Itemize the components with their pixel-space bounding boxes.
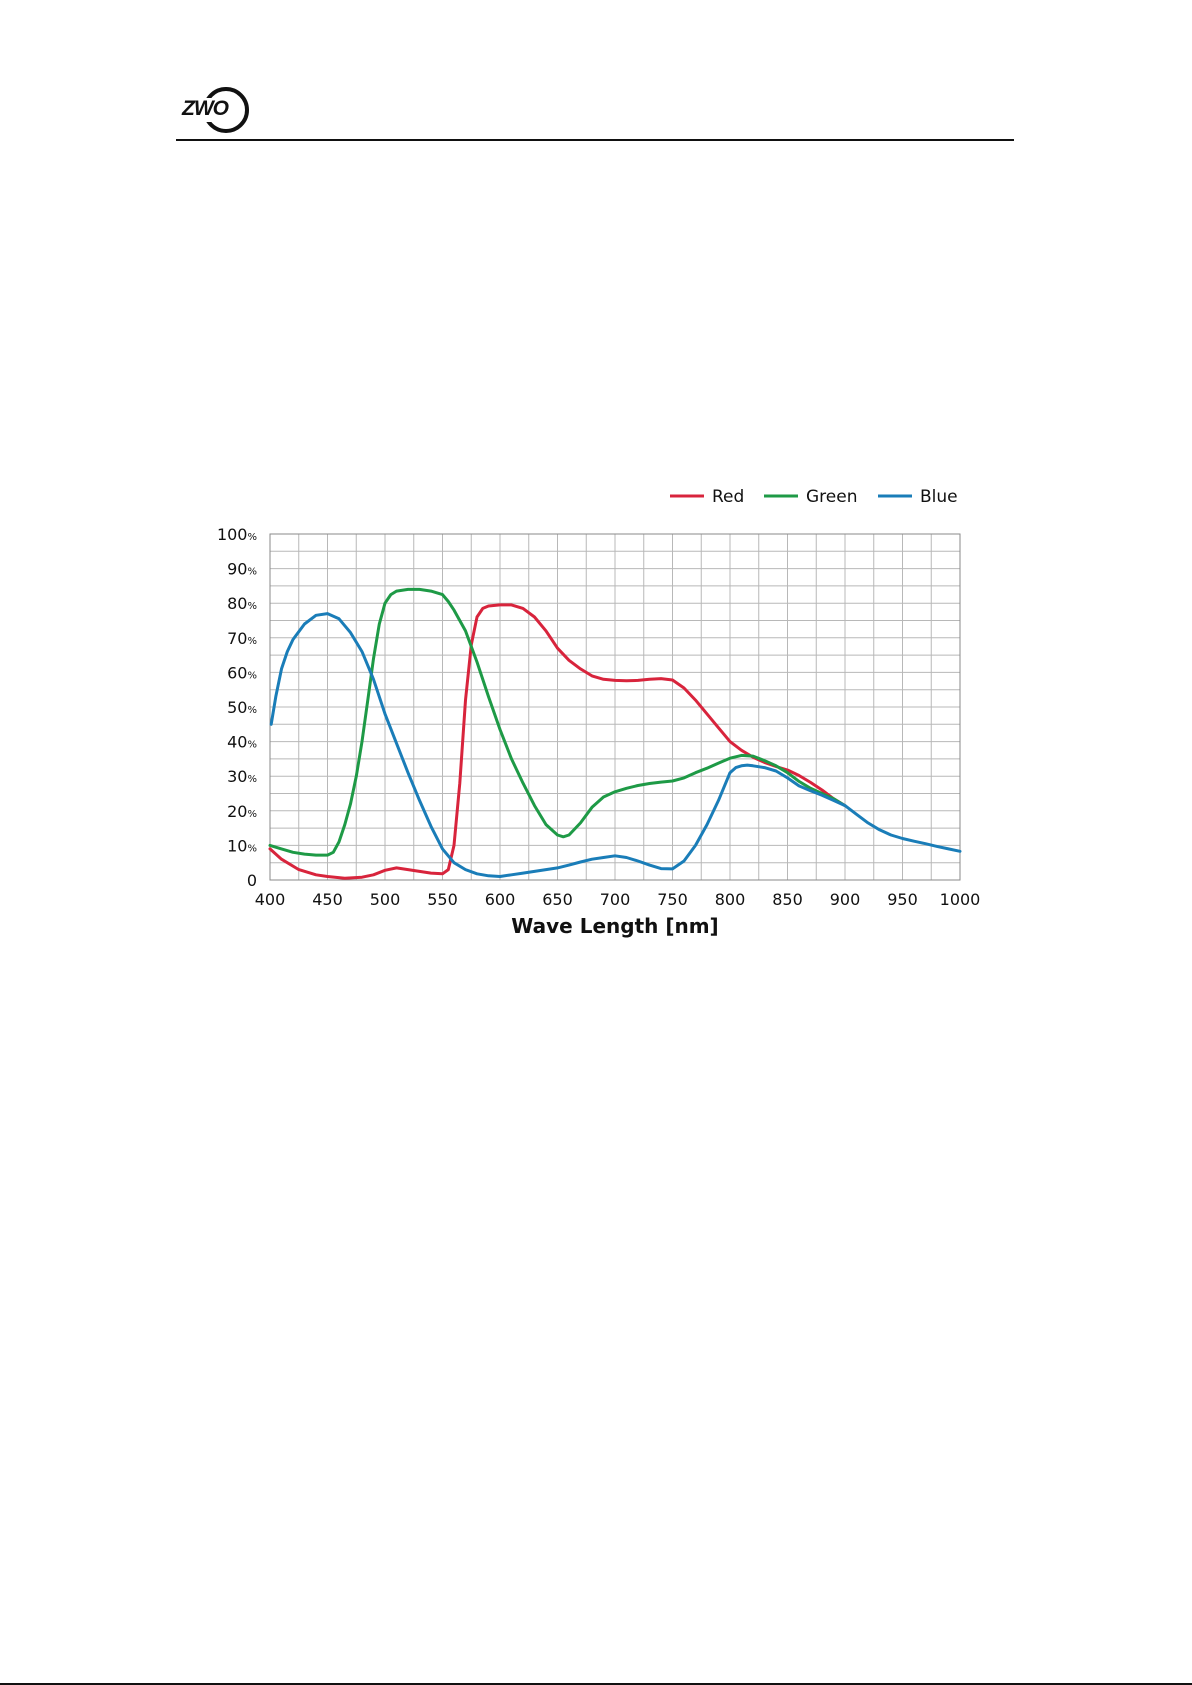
x-axis-label: Wave Length [nm] bbox=[511, 914, 718, 938]
y-tick-label: 20% bbox=[227, 802, 257, 821]
y-tick-label: 60% bbox=[227, 663, 257, 682]
grid bbox=[269, 533, 961, 881]
page-header: ZWO bbox=[0, 0, 1192, 150]
y-tick-unit: % bbox=[247, 740, 257, 751]
qe-chart: 400 450 500 550 600 650 700 750 800 850 900 950 1000… bbox=[200, 475, 1000, 960]
plot-frame bbox=[269, 533, 961, 881]
x-tick-label: 900 bbox=[830, 890, 861, 909]
footer-divider bbox=[0, 1683, 1192, 1685]
x-tick-label: 450 bbox=[312, 890, 343, 909]
y-tick-unit: % bbox=[247, 532, 257, 543]
y-tick-label: 30% bbox=[227, 767, 257, 786]
y-tick-unit: % bbox=[247, 636, 257, 647]
x-tick-label: 400 bbox=[255, 890, 286, 909]
series-lines bbox=[268, 587, 962, 880]
qe-chart-svg: 400 450 500 550 600 650 700 750 800 850 900 950 1000… bbox=[217, 487, 981, 938]
x-tick-label: 800 bbox=[715, 890, 746, 909]
x-tick-label: 700 bbox=[600, 890, 631, 909]
legend: Red Green Blue bbox=[670, 487, 958, 507]
series-line-green bbox=[268, 587, 847, 857]
x-tick-label: 950 bbox=[887, 890, 918, 909]
y-tick-label: 50% bbox=[227, 698, 257, 717]
y-tick-label: 100% bbox=[217, 525, 257, 544]
x-tick-label: 650 bbox=[542, 890, 573, 909]
y-tick-label: 80% bbox=[227, 594, 257, 613]
x-tick-label: 500 bbox=[370, 890, 401, 909]
y-tick-label: 10% bbox=[227, 836, 257, 855]
y-tick-label: 0 bbox=[247, 871, 257, 890]
y-tick-unit: % bbox=[247, 601, 257, 612]
legend-label-red: Red bbox=[712, 487, 744, 507]
y-tick-unit: % bbox=[247, 705, 257, 716]
y-tick-unit: % bbox=[247, 567, 257, 578]
y-tick-unit: % bbox=[247, 809, 257, 820]
logo-ring-icon bbox=[180, 87, 249, 133]
y-tick-unit: % bbox=[247, 843, 257, 854]
legend-label-green: Green bbox=[806, 487, 857, 507]
zwo-logo: ZWO bbox=[176, 80, 258, 140]
y-tick-unit: % bbox=[247, 774, 257, 785]
y-tick-label: 90% bbox=[227, 560, 257, 579]
x-tick-label: 1000 bbox=[940, 890, 981, 909]
x-tick-label: 850 bbox=[772, 890, 803, 909]
x-tick-label: 750 bbox=[657, 890, 688, 909]
x-tick-label: 550 bbox=[427, 890, 458, 909]
series-line-red bbox=[268, 603, 847, 880]
legend-label-blue: Blue bbox=[920, 487, 958, 507]
series-line-blue bbox=[269, 612, 962, 878]
y-tick-unit: % bbox=[247, 670, 257, 681]
x-tick-label: 600 bbox=[485, 890, 516, 909]
y-tick-label: 40% bbox=[227, 733, 257, 752]
y-tick-label: 70% bbox=[227, 629, 257, 648]
header-divider bbox=[176, 139, 1014, 141]
logo-text: ZWO bbox=[182, 97, 229, 120]
